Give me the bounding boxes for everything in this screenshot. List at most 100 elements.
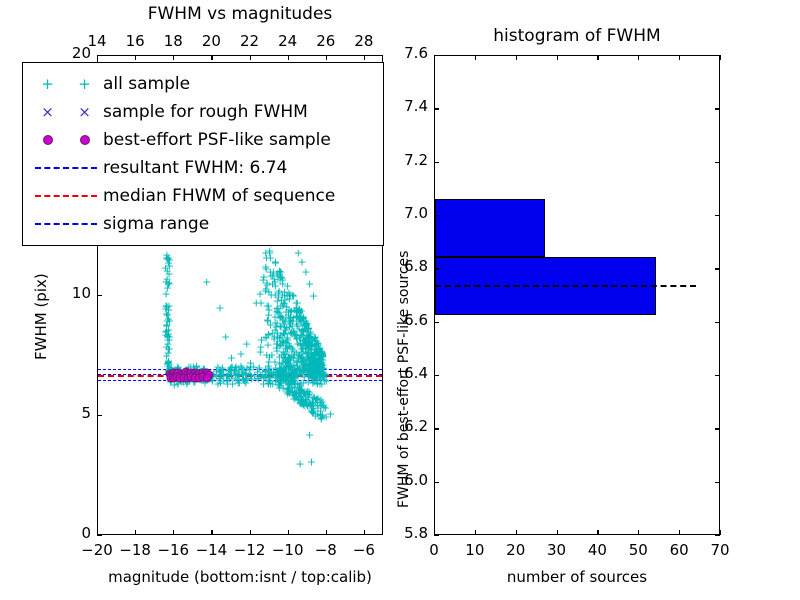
scatter-point-all-sample: +: [312, 361, 323, 375]
scatter-point-all-sample: +: [317, 347, 328, 361]
scatter-point-all-sample: +: [163, 256, 174, 270]
scatter-point-all-sample: +: [233, 368, 244, 382]
scatter-point-all-sample: +: [308, 372, 318, 386]
scatter-point-all-sample: +: [316, 347, 326, 361]
scatter-point-all-sample: +: [310, 338, 320, 352]
scatter-point-all-sample: +: [272, 304, 282, 318]
scatter-point-all-sample: +: [238, 368, 248, 382]
scatter-point-all-sample: +: [313, 359, 323, 373]
legend-item-rough-fwhm[interactable]: × × sample for rough FWHM: [23, 98, 383, 126]
axis-tick: [97, 295, 102, 297]
scatter-point-all-sample: +: [304, 385, 314, 399]
scatter-point-all-sample: +: [280, 361, 290, 375]
scatter-point-all-sample: +: [304, 336, 314, 350]
scatter-point-all-sample: +: [292, 369, 302, 383]
fwhm-vs-magnitude-plot[interactable]: + + + + + + + + + + + + + + + + + + + + + + + + + + + + + + + + + + + + + + + +…: [97, 55, 383, 535]
scatter-point-all-sample: +: [300, 334, 310, 348]
scatter-point-all-sample: +: [290, 366, 300, 380]
scatter-point-all-sample: +: [292, 303, 302, 317]
histogram-bar[interactable]: [435, 198, 546, 258]
scatter-point-all-sample: +: [317, 362, 327, 376]
scatter-point-all-sample: +: [300, 356, 310, 370]
scatter-point-all-sample: +: [300, 318, 310, 332]
scatter-point-all-sample: +: [272, 367, 283, 381]
legend-item-median-fhwm[interactable]: median FHWM of sequence: [23, 182, 383, 210]
scatter-point-all-sample: +: [161, 307, 172, 321]
scatter-point-all-sample: +: [163, 312, 174, 326]
scatter-point-all-sample: +: [275, 374, 286, 388]
scatter-point-all-sample: +: [316, 357, 327, 371]
scatter-point-all-sample: +: [225, 364, 236, 378]
scatter-point-all-sample: +: [318, 348, 328, 362]
scatter-point-all-sample: +: [288, 373, 298, 387]
scatter-point-all-sample: +: [164, 333, 174, 347]
scatter-point-all-sample: +: [184, 360, 194, 374]
scatter-point-all-sample: +: [265, 251, 275, 265]
tick-label: 10: [465, 541, 485, 559]
legend-item-resultant-fwhm[interactable]: resultant FWHM: 6.74: [23, 154, 383, 182]
scatter-point-all-sample: +: [285, 311, 295, 325]
scatter-point-all-sample: +: [162, 272, 172, 286]
scatter-point-all-sample: +: [289, 368, 299, 382]
scatter-point-all-sample: +: [301, 359, 311, 373]
scatter-point-all-sample: +: [285, 317, 295, 331]
scatter-point-all-sample: +: [279, 369, 289, 383]
legend-item-sigma-range[interactable]: sigma range: [23, 210, 383, 238]
scatter-point-all-sample: +: [279, 368, 289, 382]
scatter-point-all-sample: +: [274, 367, 284, 381]
scatter-point-all-sample: +: [309, 357, 319, 371]
scatter-point-all-sample: +: [269, 368, 279, 382]
scatter-point-all-sample: +: [288, 325, 298, 339]
legend-label: sample for rough FWHM: [103, 102, 308, 122]
scatter-point-all-sample: +: [306, 343, 316, 357]
scatter-point-all-sample: +: [304, 339, 314, 353]
scatter-point-psf-sample: [202, 373, 212, 383]
scatter-point-all-sample: +: [165, 259, 175, 273]
scatter-point-all-sample: +: [313, 366, 324, 380]
axis-tick: [434, 55, 439, 57]
axis-tick: [715, 55, 720, 57]
scatter-point-all-sample: +: [267, 269, 278, 283]
scatter-point-all-sample: +: [309, 390, 319, 404]
scatter-point-all-sample: +: [288, 371, 299, 385]
scatter-point-all-sample: +: [283, 383, 293, 397]
scatter-point-all-sample: +: [293, 303, 304, 317]
scatter-point-all-sample: +: [282, 321, 292, 335]
scatter-point-all-sample: +: [297, 342, 307, 356]
scatter-point-all-sample: +: [276, 310, 286, 324]
scatter-point-all-sample: +: [299, 395, 309, 409]
plot-legend[interactable]: + + all sample × × sample for rough FWHM…: [22, 62, 384, 246]
scatter-point-all-sample: +: [316, 356, 326, 370]
fwhm-histogram-plot[interactable]: [434, 55, 720, 535]
scatter-point-all-sample: +: [306, 455, 317, 469]
tick-label: −20: [81, 541, 113, 559]
scatter-point-all-sample: +: [278, 370, 288, 384]
legend-item-psf-sample[interactable]: best-effort PSF-like sample: [23, 126, 383, 154]
scatter-point-all-sample: +: [280, 323, 291, 337]
scatter-point-all-sample: +: [314, 349, 324, 363]
scatter-point-all-sample: +: [291, 310, 302, 324]
scatter-point-all-sample: +: [275, 371, 286, 385]
scatter-point-all-sample: +: [292, 331, 302, 345]
scatter-point-all-sample: +: [288, 374, 299, 388]
scatter-point-all-sample: +: [276, 364, 286, 378]
legend-key-plus: + +: [29, 74, 103, 94]
scatter-point-all-sample: +: [316, 347, 326, 361]
scatter-point-all-sample: +: [310, 409, 320, 423]
scatter-point-all-sample: +: [289, 386, 299, 400]
scatter-point-all-sample: +: [310, 359, 320, 373]
scatter-point-all-sample: +: [316, 411, 326, 425]
scatter-point-all-sample: +: [304, 335, 314, 349]
scatter-point-all-sample: +: [268, 326, 278, 340]
axis-tick: [638, 530, 640, 535]
scatter-point-all-sample: +: [283, 360, 294, 374]
axis-tick: [720, 530, 722, 535]
legend-item-all-sample[interactable]: + + all sample: [23, 70, 383, 98]
scatter-point-all-sample: +: [305, 351, 315, 365]
scatter-point-all-sample: +: [266, 365, 277, 379]
scatter-point-all-sample: +: [311, 334, 321, 348]
scatter-point-all-sample: +: [261, 331, 271, 345]
scatter-point-all-sample: +: [164, 361, 175, 375]
scatter-point-all-sample: +: [188, 360, 198, 374]
scatter-point-all-sample: +: [285, 288, 295, 302]
